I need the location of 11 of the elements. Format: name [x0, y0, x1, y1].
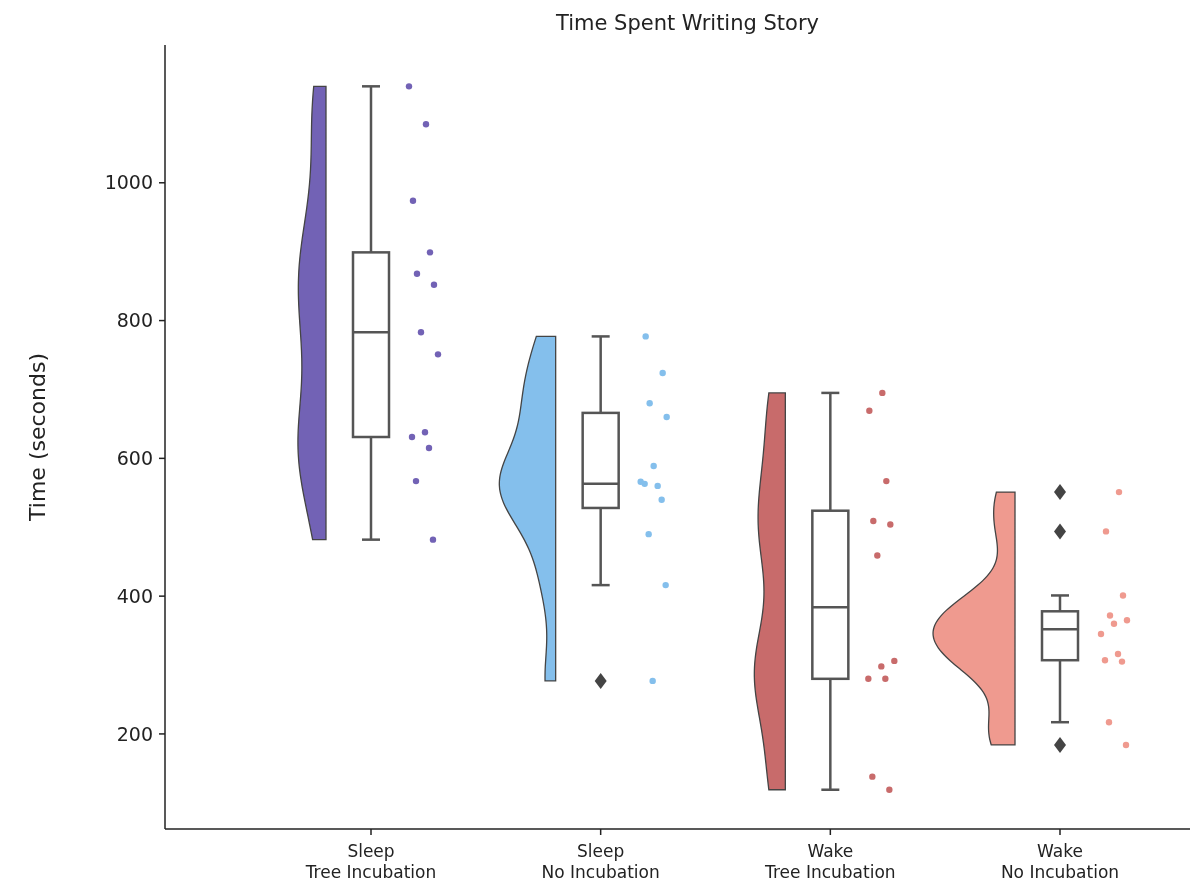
y-tick-label: 600 — [116, 447, 153, 470]
y-tick-label: 200 — [116, 722, 153, 745]
x-tick-label: Sleep Tree Incubation — [304, 841, 437, 882]
chart-title: Time Spent Writing Story — [554, 11, 820, 35]
y-tick-label: 800 — [116, 309, 153, 332]
y-tick-label: 400 — [116, 584, 153, 607]
y-tick-label: 1000 — [104, 171, 153, 194]
x-tick-label: Wake No Incubation — [1000, 841, 1120, 882]
y-axis-title: Time (seconds) — [25, 353, 50, 522]
x-tick-label: Wake Tree Incubation — [764, 841, 896, 882]
x-tick-label: Sleep No Incubation — [541, 841, 660, 882]
